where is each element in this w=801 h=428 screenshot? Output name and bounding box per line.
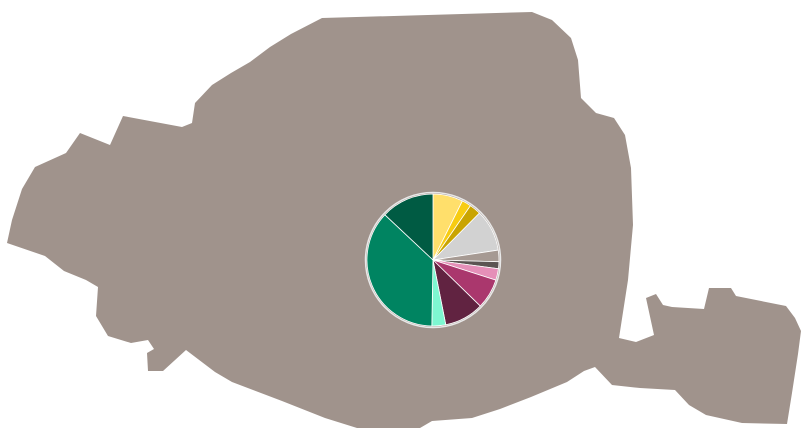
pie-outline [364,191,502,329]
pie-chart [364,191,502,329]
pie-slice-12[interactable] [384,193,434,261]
pie-slice-11[interactable] [366,214,434,327]
